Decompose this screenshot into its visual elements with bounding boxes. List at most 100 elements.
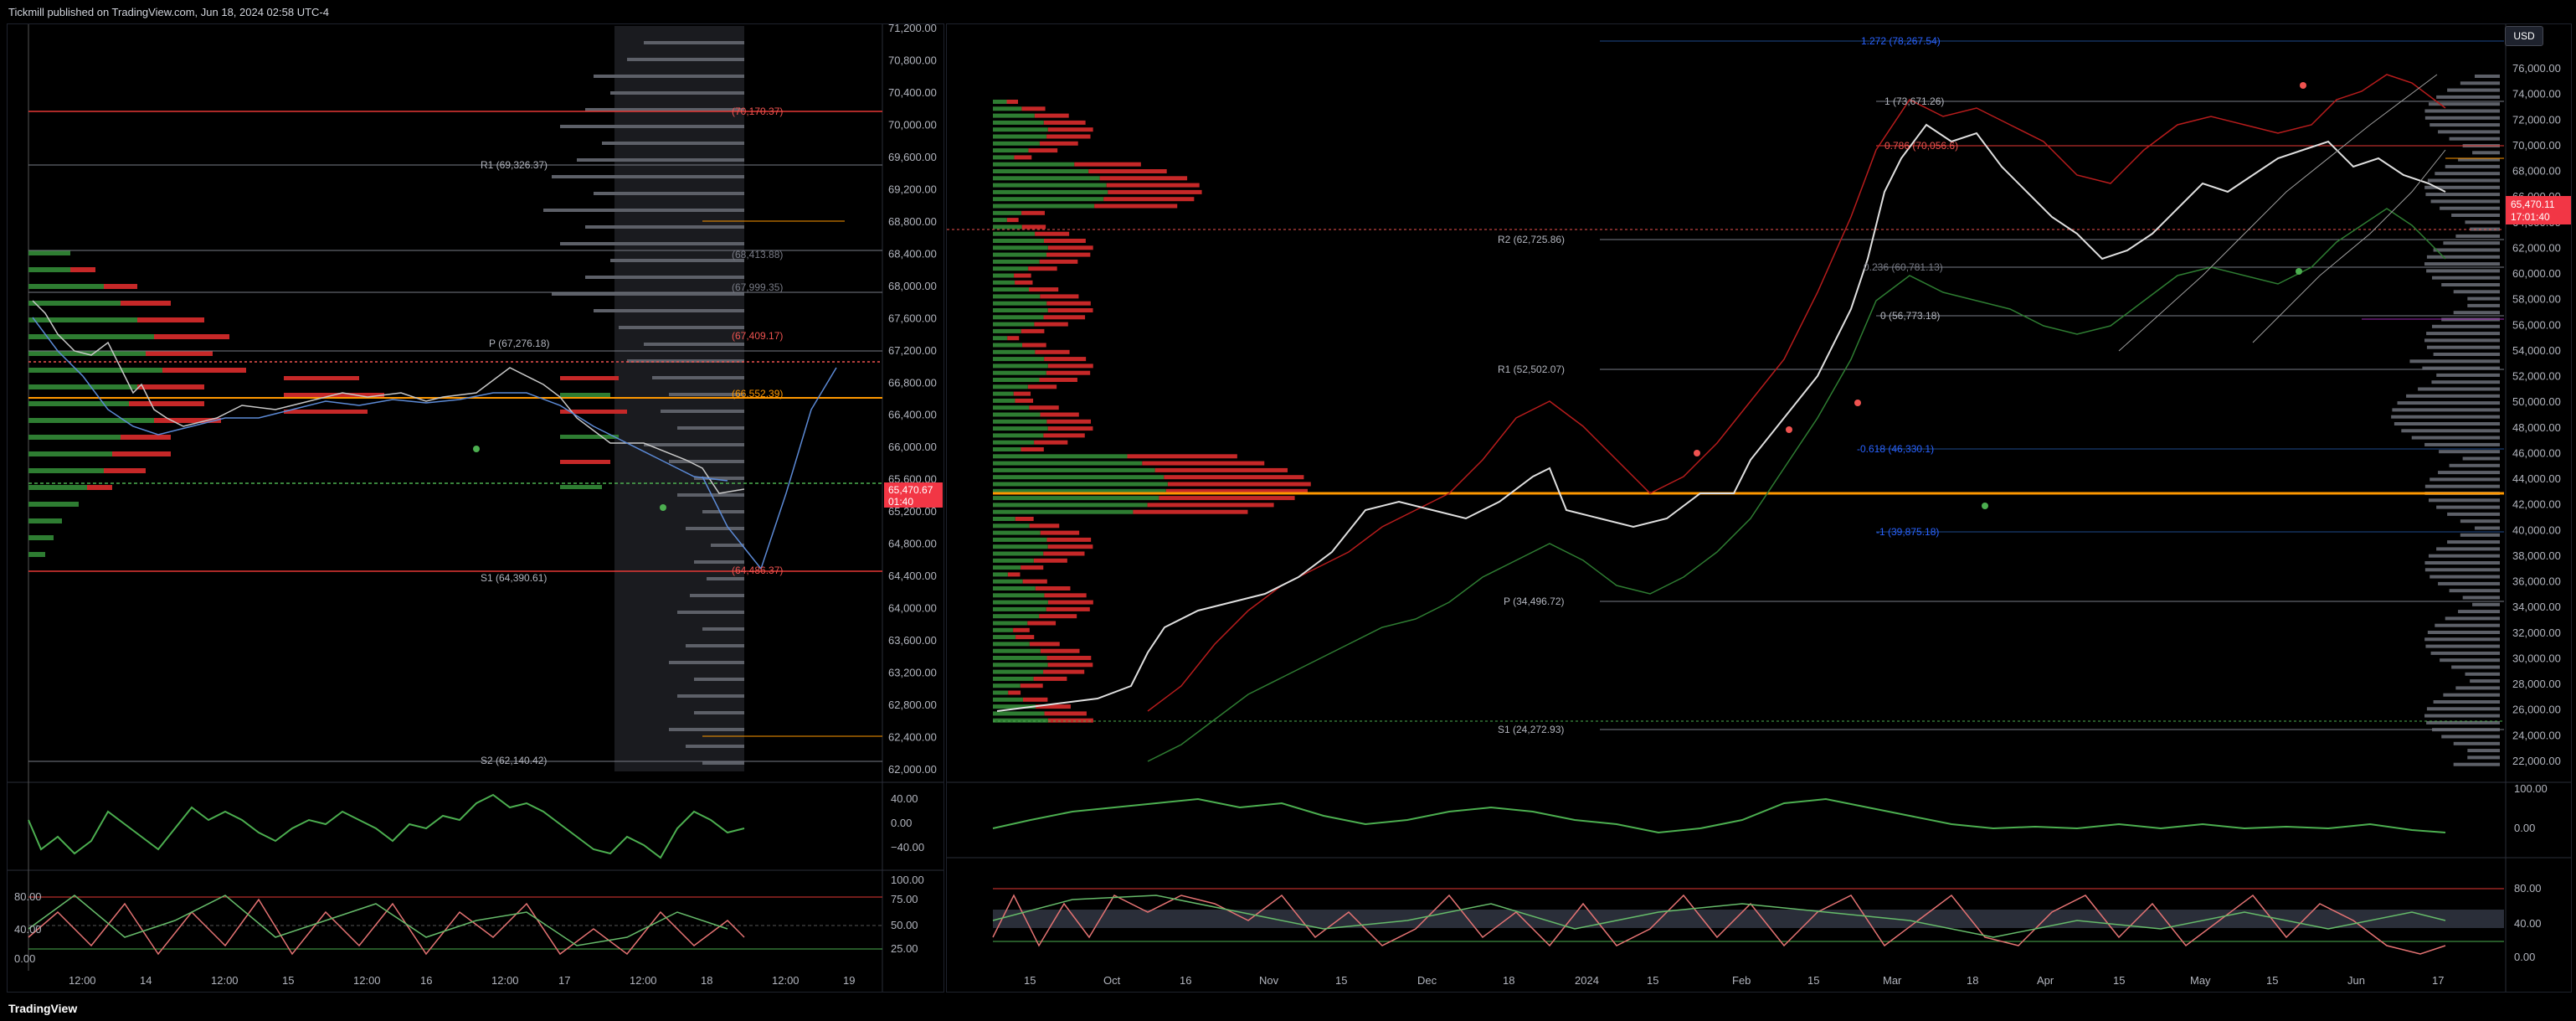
profile-bar-sell (1006, 100, 1018, 104)
daily-chart-svg[interactable]: 1.272 (78,267.54) 1 (73,671.26) 0.786 (7… (947, 24, 2571, 992)
profile-bar (2411, 436, 2500, 440)
level-label-s2: S2 (62,140.42) (481, 755, 547, 766)
volume-profile-left (28, 250, 627, 557)
profile-bar (2424, 568, 2500, 572)
price-axis[interactable]: 76,000.00 74,000.00 72,000.00 70,000.00 68,0… (2512, 62, 2561, 767)
time-axis[interactable]: 15 Oct 16 Nov 15 Dec 18 2024 15 Feb 15 Mar 18 Apr 15 Ma… (1024, 974, 2444, 987)
profile-bar-buy (993, 711, 1045, 716)
profile-bar-buy (993, 398, 1015, 403)
profile-bar (2451, 214, 2500, 217)
osc2-left-tick: 80.00 (14, 890, 42, 903)
profile-bar (2441, 283, 2500, 286)
profile-bar (2424, 442, 2500, 446)
price-tick: 44,000.00 (2512, 472, 2561, 485)
profile-bar (2429, 123, 2500, 127)
price-tick: 72,000.00 (2512, 113, 2561, 126)
profile-bar-sell (1047, 544, 1093, 549)
currency-button[interactable]: USD (2505, 26, 2543, 46)
profile-bar (2426, 269, 2500, 273)
profile-bar-buy (993, 370, 1046, 375)
profile-bar (2443, 693, 2500, 697)
time-tick: 15 (1647, 974, 1658, 987)
profile-bar-buy (993, 648, 1041, 653)
osc2-left-tick: 0.00 (14, 952, 35, 965)
price-tick: 62,000.00 (888, 763, 937, 776)
profile-bar-sell (1007, 572, 1021, 577)
profile-bar-sell (1047, 426, 1093, 431)
profile-bar-buy (993, 266, 1029, 271)
profile-bar-buy (993, 239, 1044, 243)
profile-bar-sell (1167, 482, 1311, 487)
profile-bar-buy (993, 245, 1048, 250)
price-tick: 69,200.00 (888, 183, 937, 195)
time-tick: 15 (1335, 974, 1347, 987)
profile-bar-buy (993, 218, 1007, 223)
osc2-tick: 0.00 (2514, 951, 2535, 963)
daily-chart-panel[interactable]: 1.272 (78,267.54) 1 (73,671.26) 0.786 (7… (946, 23, 2572, 993)
profile-bar (2429, 477, 2500, 482)
osc2-right-tick: 100.00 (891, 874, 924, 886)
profile-bar-buy (993, 572, 1008, 577)
price-tick: 24,000.00 (2512, 729, 2561, 741)
profile-bar-sell (1020, 683, 1043, 688)
profile-bar-sell (1164, 475, 1304, 480)
price-tick: 34,000.00 (2512, 601, 2561, 613)
profile-bar-sell (1034, 113, 1069, 118)
profile-bar-sell (1021, 224, 1046, 229)
profile-bar-sell (1133, 509, 1248, 514)
level-label-fib0: 0 (56,773.18) (1880, 310, 1940, 322)
profile-bar-buy (993, 127, 1048, 132)
price-tick: 67,600.00 (888, 312, 937, 324)
profile-bar-sell (1108, 189, 1202, 194)
intraday-chart-panel[interactable]: (70,170.37) R1 (69,326.37) (68,413.88) (… (7, 22, 944, 993)
profile-bar-buy (993, 433, 1044, 438)
level-label-l3: (67,409.17) (732, 330, 783, 342)
profile-bar-buy (993, 294, 1041, 299)
profile-bar-buy (993, 169, 1089, 173)
price-tick: 46,000.00 (2512, 446, 2561, 459)
profile-bar (2465, 672, 2500, 676)
profile-bar (2429, 498, 2500, 503)
level-label-fib1: 1 (73,671.26) (1884, 95, 1944, 107)
publisher-text: Tickmill published on TradingView.com, J… (8, 6, 329, 18)
profile-bar (2438, 581, 2500, 585)
profile-bar-buy (993, 100, 1007, 104)
profile-bar-buy (993, 349, 1036, 354)
time-tick: Nov (1259, 974, 1279, 987)
profile-bar-sell (1008, 690, 1021, 695)
profile-bar (2467, 749, 2500, 753)
osc1-tick: 100.00 (2514, 782, 2548, 795)
time-axis[interactable]: 12:00 14 12:00 15 12:00 16 12:00 17 12:00 18 12:00… (69, 974, 855, 987)
tradingview-logo[interactable]: TradingView (8, 1002, 78, 1015)
profile-bar (2440, 658, 2500, 663)
profile-bar (2393, 422, 2500, 425)
profile-bar-buy (993, 565, 1021, 570)
profile-bar-buy (993, 503, 1148, 508)
profile-bar-sell (1027, 621, 1057, 626)
profile-bar (2470, 679, 2500, 683)
profile-bar-sell (1006, 218, 1019, 223)
current-price-tag: 65,470.67 01:40 (884, 482, 943, 508)
price-tick: 65,200.00 (888, 505, 937, 518)
intraday-chart-svg[interactable]: (70,170.37) R1 (69,326.37) (68,413.88) (… (8, 22, 944, 992)
profile-bar (2428, 554, 2500, 558)
profile-bar-buy (993, 697, 1023, 702)
profile-bar (2447, 540, 2500, 544)
profile-bar (2422, 366, 2500, 370)
profile-bar-sell (1046, 537, 1092, 542)
osc2-left-tick: 40.00 (14, 923, 42, 936)
profile-bar (2467, 297, 2500, 301)
profile-bar-sell (1039, 378, 1077, 382)
profile-bar (2424, 185, 2500, 189)
profile-bar (2475, 75, 2500, 78)
profile-bar-sell (1043, 120, 1086, 125)
profile-bar-sell (1007, 336, 1020, 341)
profile-bar-sell (1022, 343, 1046, 348)
price-axis[interactable]: 71,200.00 70,800.00 70,400.00 70,000.00 69,6… (888, 22, 937, 776)
osc1-tick: −40.00 (891, 841, 924, 853)
profile-bar-sell (1021, 210, 1045, 215)
osc1-tick: 0.00 (891, 817, 912, 829)
profile-bar (2453, 762, 2500, 766)
price-tick: 48,000.00 (2512, 421, 2561, 434)
profile-bar-buy (993, 391, 1014, 396)
